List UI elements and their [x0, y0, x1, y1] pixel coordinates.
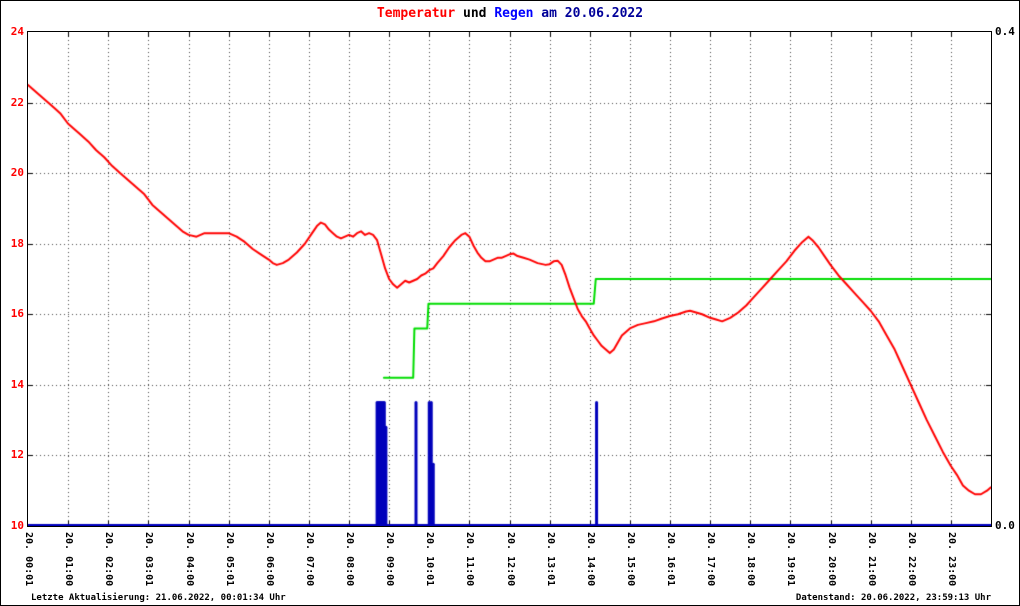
x-tick-label: 20. 23:00 [945, 532, 957, 587]
x-tick-label: 20. 17:00 [705, 532, 717, 587]
x-tick-label: 20. 13:01 [544, 532, 556, 587]
x-tick-label: 20. 12:00 [504, 532, 516, 587]
y-left-tick-label: 10 [10, 519, 24, 532]
y-left-tick-label: 18 [10, 236, 24, 250]
x-tick-label: 20. 05:01 [223, 532, 235, 587]
x-tick-label: 20. 09:00 [384, 532, 396, 587]
x-tick-label: 20. 18:00 [745, 532, 757, 587]
y-left-tick-label: 20 [10, 166, 24, 180]
last-update-text: Letzte Aktualisierung: 21.06.2022, 00:01… [31, 593, 286, 603]
y-left-tick-label: 24 [10, 25, 24, 38]
x-tick-label: 20. 10:01 [424, 532, 436, 587]
y-left-tick-label: 14 [10, 377, 24, 391]
x-tick-label: 20. 08:00 [344, 532, 355, 587]
x-tick-label: 20. 11:00 [464, 532, 476, 587]
x-tick-label: 20. 16:01 [665, 532, 676, 587]
x-tick-label: 20. 22:00 [905, 532, 917, 587]
chart-title: Temperatur und Regen am 20.06.2022 [1, 6, 1019, 21]
y-left-tick-label: 12 [10, 448, 24, 462]
title-part: Temperatur [376, 6, 456, 21]
x-tick-label: 20. 21:00 [865, 532, 877, 587]
x-tick-label: 20. 02:00 [103, 532, 115, 587]
y-left-tick-label: 16 [10, 307, 24, 321]
title-part: Regen [494, 6, 534, 21]
x-tick-label: 20. 03:01 [143, 532, 155, 587]
y-right-tick-label: 0.4 [995, 25, 1015, 38]
x-tick-label: 20. 14:00 [584, 532, 596, 587]
x-tick-label: 20. 20:00 [825, 532, 837, 587]
title-part: und [455, 6, 495, 21]
y-right-tick-label: 0.0 [995, 519, 1015, 532]
x-tick-label: 20. 04:00 [183, 532, 195, 587]
x-tick-label: 20. 01:00 [63, 532, 75, 587]
title-part: 20.06.2022 [564, 6, 644, 21]
x-tick-label: 20. 07:00 [303, 532, 315, 587]
title-part: am [533, 6, 565, 21]
x-tick-label: 20. 00:01 [23, 532, 34, 587]
plot-area [27, 31, 992, 527]
x-tick-label: 20. 06:00 [263, 532, 275, 587]
x-tick-label: 20. 19:01 [785, 532, 797, 587]
x-tick-label: 20. 15:00 [624, 532, 636, 587]
data-state-text: Datenstand: 20.06.2022, 23:59:13 Uhr [795, 593, 991, 603]
y-left-tick-label: 22 [10, 95, 24, 109]
